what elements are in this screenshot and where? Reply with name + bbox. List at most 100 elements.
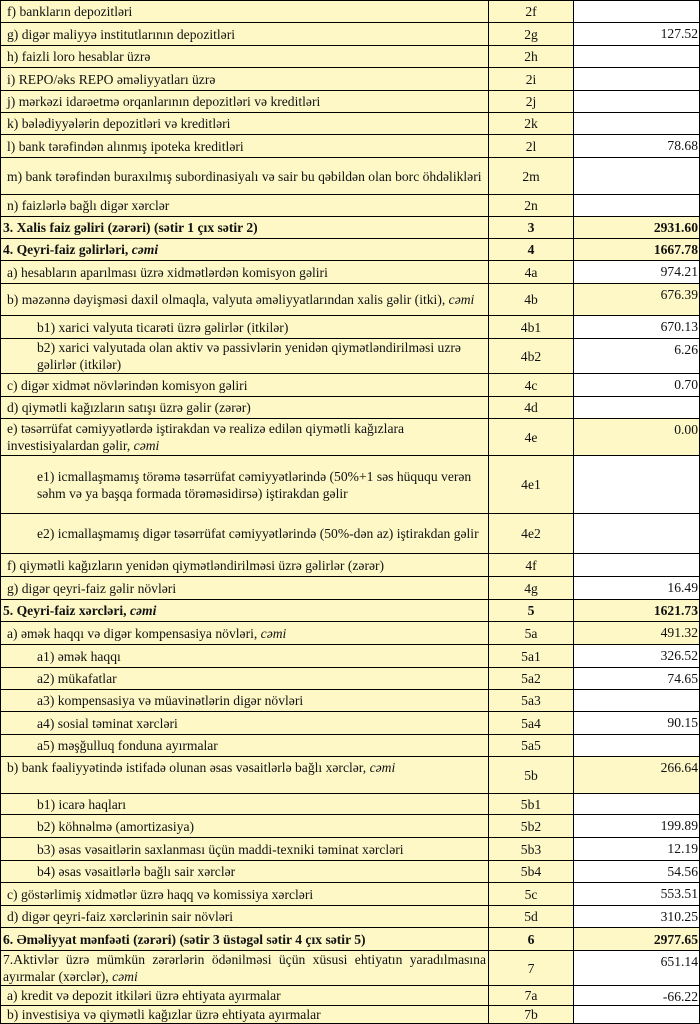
row-value: 2977.65: [573, 927, 700, 951]
row-label-text: f) qiymətli kağızların yenidən qiymətlən…: [7, 557, 385, 573]
row-label: 4. Qeyri-faiz gəlirləri, cəmi: [0, 238, 489, 261]
row-label: d) digər qeyri-faiz xərclərinin sair növ…: [0, 905, 489, 928]
row-label: a) əmək haqqı və digər kompensasiya növl…: [0, 621, 489, 645]
row-value: [573, 45, 700, 68]
row-code: 4c: [488, 373, 574, 397]
table-row: a1) əmək haqqı 5a1 326.52: [0, 644, 700, 668]
row-label: 3. Xalis faiz gəliri (zərəri) (sətir 1 ç…: [0, 216, 489, 239]
table-row: 6. Əməliyyat mənfəəti (zərəri) (sətir 3 …: [0, 927, 700, 951]
row-label: a2) mükafatlar: [0, 667, 489, 690]
row-value: [573, 513, 700, 554]
row-value: 199.89: [573, 814, 700, 838]
row-label-text: b) bank fəaliyyətində istifadə olunan əs…: [7, 760, 370, 775]
row-label: e) təsərrüfat cəmiyyətlərdə iştirakdan v…: [0, 418, 489, 456]
row-label-text: l) bank tərəfindən alınmış ipoteka kredi…: [7, 138, 244, 154]
row-label: b) məzənnə dəyişməsi daxil olmaqla, valy…: [0, 283, 489, 316]
row-label-text: e) təsərrüfat cəmiyyətlərdə iştirakdan v…: [7, 421, 405, 453]
row-label: e1) icmallaşmamış törəmə təsərrüfat cəmi…: [0, 455, 489, 514]
row-label: l) bank tərəfindən alınmış ipoteka kredi…: [0, 134, 489, 158]
row-code: 4e: [488, 418, 574, 456]
table-row: a) kredit və depozit itkiləri üzrə ehtiy…: [0, 985, 700, 1006]
table-row: c) digər xidmət növlərindən komisyon gəl…: [0, 373, 700, 397]
row-label: g) digər maliyyə institutlarının depozit…: [0, 22, 489, 46]
row-code: 5b1: [488, 793, 574, 815]
row-code: 5b2: [488, 814, 574, 838]
row-code: 4: [488, 238, 574, 261]
row-value: [573, 689, 700, 712]
row-label-italic: cəmi: [369, 760, 396, 775]
row-label-text: a) əmək haqqı və digər kompensasiya növl…: [7, 625, 261, 641]
table-row: i) REPO/əks REPO əməliyyatları üzrə 2i: [0, 67, 700, 91]
row-value: 16.49: [573, 576, 700, 600]
row-value: 0.70: [573, 373, 700, 397]
table-row: b) məzənnə dəyişməsi daxil olmaqla, valy…: [0, 283, 700, 316]
table-row: f) qiymətli kağızların yenidən qiymətlən…: [0, 553, 700, 577]
row-label: 5. Qeyri-faiz xərcləri, cəmi: [0, 599, 489, 622]
row-label: a5) məşğulluq fonduna ayırmalar: [0, 734, 489, 757]
row-code: 5a1: [488, 644, 574, 668]
row-label: f) bankların depozitləri: [0, 0, 489, 23]
row-label: n) faizlərlə bağlı digər xərclər: [0, 194, 489, 217]
row-code: 2g: [488, 22, 574, 46]
row-value: [573, 396, 700, 419]
row-label: f) qiymətli kağızların yenidən qiymətlən…: [0, 553, 489, 577]
row-label-text: b2) köhnəlmə (amortizasiya): [37, 818, 195, 834]
row-value: [573, 553, 700, 577]
row-value: 0.00: [573, 418, 700, 456]
table-row: k) bələdiyyələrin depozitləri və kreditl…: [0, 112, 700, 135]
row-label-text: i) REPO/əks REPO əməliyyatları üzrə: [7, 71, 216, 87]
table-row: j) mərkəzi idarəetmə orqanlarının depozi…: [0, 90, 700, 113]
row-code: 2f: [488, 0, 574, 23]
row-label: m) bank tərəfindən buraxılmış subordinas…: [0, 157, 489, 195]
table-row: g) digər maliyyə institutlarının depozit…: [0, 22, 700, 46]
table-row: n) faizlərlə bağlı digər xərclər 2n: [0, 194, 700, 217]
table-row: m) bank tərəfindən buraxılmış subordinas…: [0, 157, 700, 195]
table-row: b) investisiya və qiymətli kağızlar üzrə…: [0, 1005, 700, 1024]
table-row: 4. Qeyri-faiz gəlirləri, cəmi 4 1667.78: [0, 238, 700, 261]
row-label: c) göstərlimiş xidmətlər üzrə haqq və ko…: [0, 882, 489, 906]
row-label: e2) icmallaşmamış digər təsərrüfat cəmiy…: [0, 513, 489, 554]
row-label-text: b1) icarə haqları: [37, 796, 127, 812]
table-row: b2) xarici valyutada olan aktiv və passi…: [0, 338, 700, 374]
row-label: b) investisiya və qiymətli kağızlar üzrə…: [0, 1005, 489, 1024]
row-value: -66.22: [573, 985, 700, 1006]
row-code: 4b2: [488, 338, 574, 374]
row-label-text: b1) xarici valyuta ticarəti üzrə gəlirlə…: [37, 319, 289, 335]
row-code: 4b: [488, 283, 574, 316]
table-row: b1) xarici valyuta ticarəti üzrə gəlirlə…: [0, 315, 700, 339]
row-label-text: b) investisiya və qiymətli kağızlar üzrə…: [7, 1007, 321, 1022]
row-code: 7b: [488, 1005, 574, 1024]
table-row: c) göstərlimiş xidmətlər üzrə haqq və ko…: [0, 882, 700, 906]
row-label: i) REPO/əks REPO əməliyyatları üzrə: [0, 67, 489, 91]
row-label-text: b4) əsas vəsaitlərlə bağlı sair xərclər: [37, 864, 236, 879]
row-label-italic: cəmi: [260, 625, 287, 641]
row-value: 90.15: [573, 711, 700, 735]
row-label-text: e2) icmallaşmamış digər təsərrüfat cəmiy…: [37, 526, 479, 541]
row-label-text: e1) icmallaşmamış törəmə təsərrüfat cəmi…: [37, 468, 472, 501]
row-code: 2k: [488, 112, 574, 135]
row-code: 5d: [488, 905, 574, 928]
table-row: e2) icmallaşmamış digər təsərrüfat cəmiy…: [0, 513, 700, 554]
row-label-text: a3) kompensasiya və müavinətlərin digər …: [37, 693, 304, 708]
row-code: 6: [488, 927, 574, 951]
table-row: f) bankların depozitləri 2f: [0, 0, 700, 23]
row-value: 491.32: [573, 621, 700, 645]
row-code: 4e1: [488, 455, 574, 514]
row-value: [573, 1005, 700, 1024]
row-code: 2j: [488, 90, 574, 113]
row-label-text: a1) əmək haqqı: [37, 648, 121, 664]
row-label-text: c) digər xidmət növlərindən komisyon gəl…: [7, 377, 248, 393]
row-value: 78.68: [573, 134, 700, 158]
table-row: e) təsərrüfat cəmiyyətlərdə iştirakdan v…: [0, 418, 700, 456]
row-label-text: 4. Qeyri-faiz gəlirləri,: [3, 242, 132, 257]
row-label-italic: cəmi: [112, 969, 138, 984]
row-label-text: b3) əsas vəsaitlərin saxlanması üçün mad…: [37, 841, 404, 857]
table-row: e1) icmallaşmamış törəmə təsərrüfat cəmi…: [0, 455, 700, 514]
row-value: 266.64: [573, 756, 700, 794]
table-row: a2) mükafatlar 5a2 74.65: [0, 667, 700, 690]
row-label: a3) kompensasiya və müavinətlərin digər …: [0, 689, 489, 712]
row-label-text: c) göstərlimiş xidmətlər üzrə haqq və ko…: [7, 886, 314, 902]
row-value: [573, 455, 700, 514]
row-value: 651.14: [573, 950, 700, 986]
